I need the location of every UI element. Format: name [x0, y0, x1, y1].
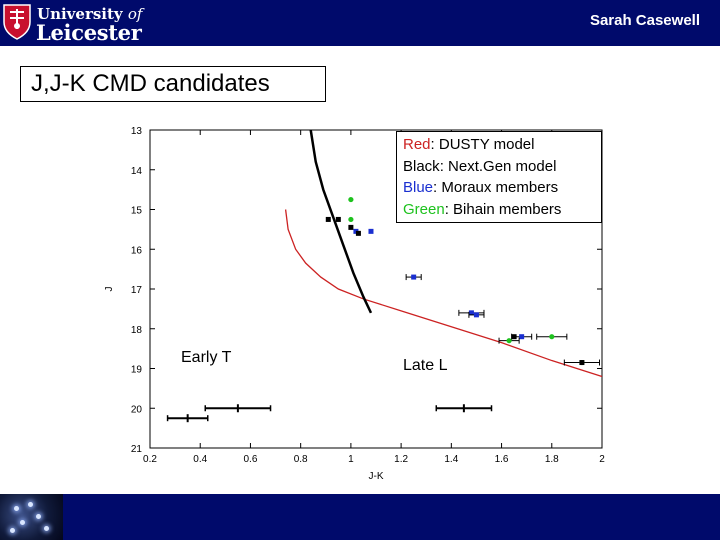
x-axis-label: J-K [369, 471, 384, 482]
moraux-point [353, 228, 359, 234]
y-tick-label: 13 [131, 126, 143, 137]
x-tick-label: 0.4 [193, 454, 207, 465]
x-tick-label: 1.6 [495, 454, 509, 465]
legend-entry-blue: Blue: Moraux members [403, 179, 559, 196]
legend-key-blue: Blue [403, 179, 434, 196]
moraux-point [473, 312, 479, 318]
black-candidate-point [355, 230, 361, 236]
y-tick-label: 21 [131, 444, 143, 455]
black-candidate-point [579, 360, 585, 366]
slide-title: J,J-K CMD candidates [20, 66, 326, 102]
black-candidate-point [348, 224, 354, 230]
y-tick-label: 15 [131, 206, 143, 217]
moraux-point [519, 334, 525, 340]
moraux-point [368, 228, 374, 234]
annotation-early-t: Early T [181, 349, 232, 366]
x-tick-label: 0.2 [143, 454, 157, 465]
x-tick-label: 2 [599, 454, 605, 465]
header-bar: University of Leicester Sarah Casewell [0, 0, 720, 46]
legend-key-green: Green [403, 200, 445, 218]
x-tick-label: 0.6 [243, 454, 257, 465]
bihain-point [348, 216, 354, 223]
black-candidate-point [511, 334, 517, 340]
star-cluster-thumbnail [0, 494, 63, 540]
moraux-point [411, 274, 417, 280]
legend-entry-green: Green: Bihain members [403, 200, 562, 218]
x-tick-label: 1.2 [394, 454, 408, 465]
legend-key-red: Red [403, 136, 431, 153]
bihain-point [348, 196, 354, 203]
y-tick-label: 14 [131, 166, 143, 177]
y-tick-label: 18 [131, 325, 143, 336]
legend-entry-red: Red: DUSTY model [403, 136, 535, 153]
y-tick-label: 17 [131, 285, 143, 296]
black-candidate-point [325, 216, 331, 222]
annotation-late-l: Late L [403, 357, 448, 374]
logo-text-leicester: Leicester [36, 20, 142, 45]
x-tick-label: 1.8 [545, 454, 559, 465]
author-name: Sarah Casewell [589, 12, 700, 29]
x-tick-label: 0.8 [294, 454, 308, 465]
university-crest-icon [3, 4, 31, 40]
y-axis-label: J [104, 287, 115, 292]
y-tick-label: 16 [131, 245, 143, 256]
legend-key-black: Black [403, 157, 440, 175]
x-tick-label: 1.4 [444, 454, 458, 465]
bihain-point [506, 338, 512, 344]
y-tick-label: 19 [131, 365, 143, 376]
legend-entry-black: Black: Next.Gen model [403, 157, 557, 175]
nextgen-model-line [309, 129, 373, 314]
black-candidate-point [335, 216, 341, 222]
chart-legend: Red: DUSTY model Black: Next.Gen model B… [396, 131, 602, 223]
moraux-point [468, 310, 474, 316]
footer-bar [0, 494, 720, 540]
dusty-model-line [284, 209, 603, 378]
logo-text-university: University of [37, 5, 143, 23]
university-logo[interactable]: University of Leicester [3, 3, 153, 45]
bihain-point [549, 334, 555, 340]
x-tick-label: 1 [348, 454, 354, 465]
y-tick-label: 20 [131, 404, 143, 415]
